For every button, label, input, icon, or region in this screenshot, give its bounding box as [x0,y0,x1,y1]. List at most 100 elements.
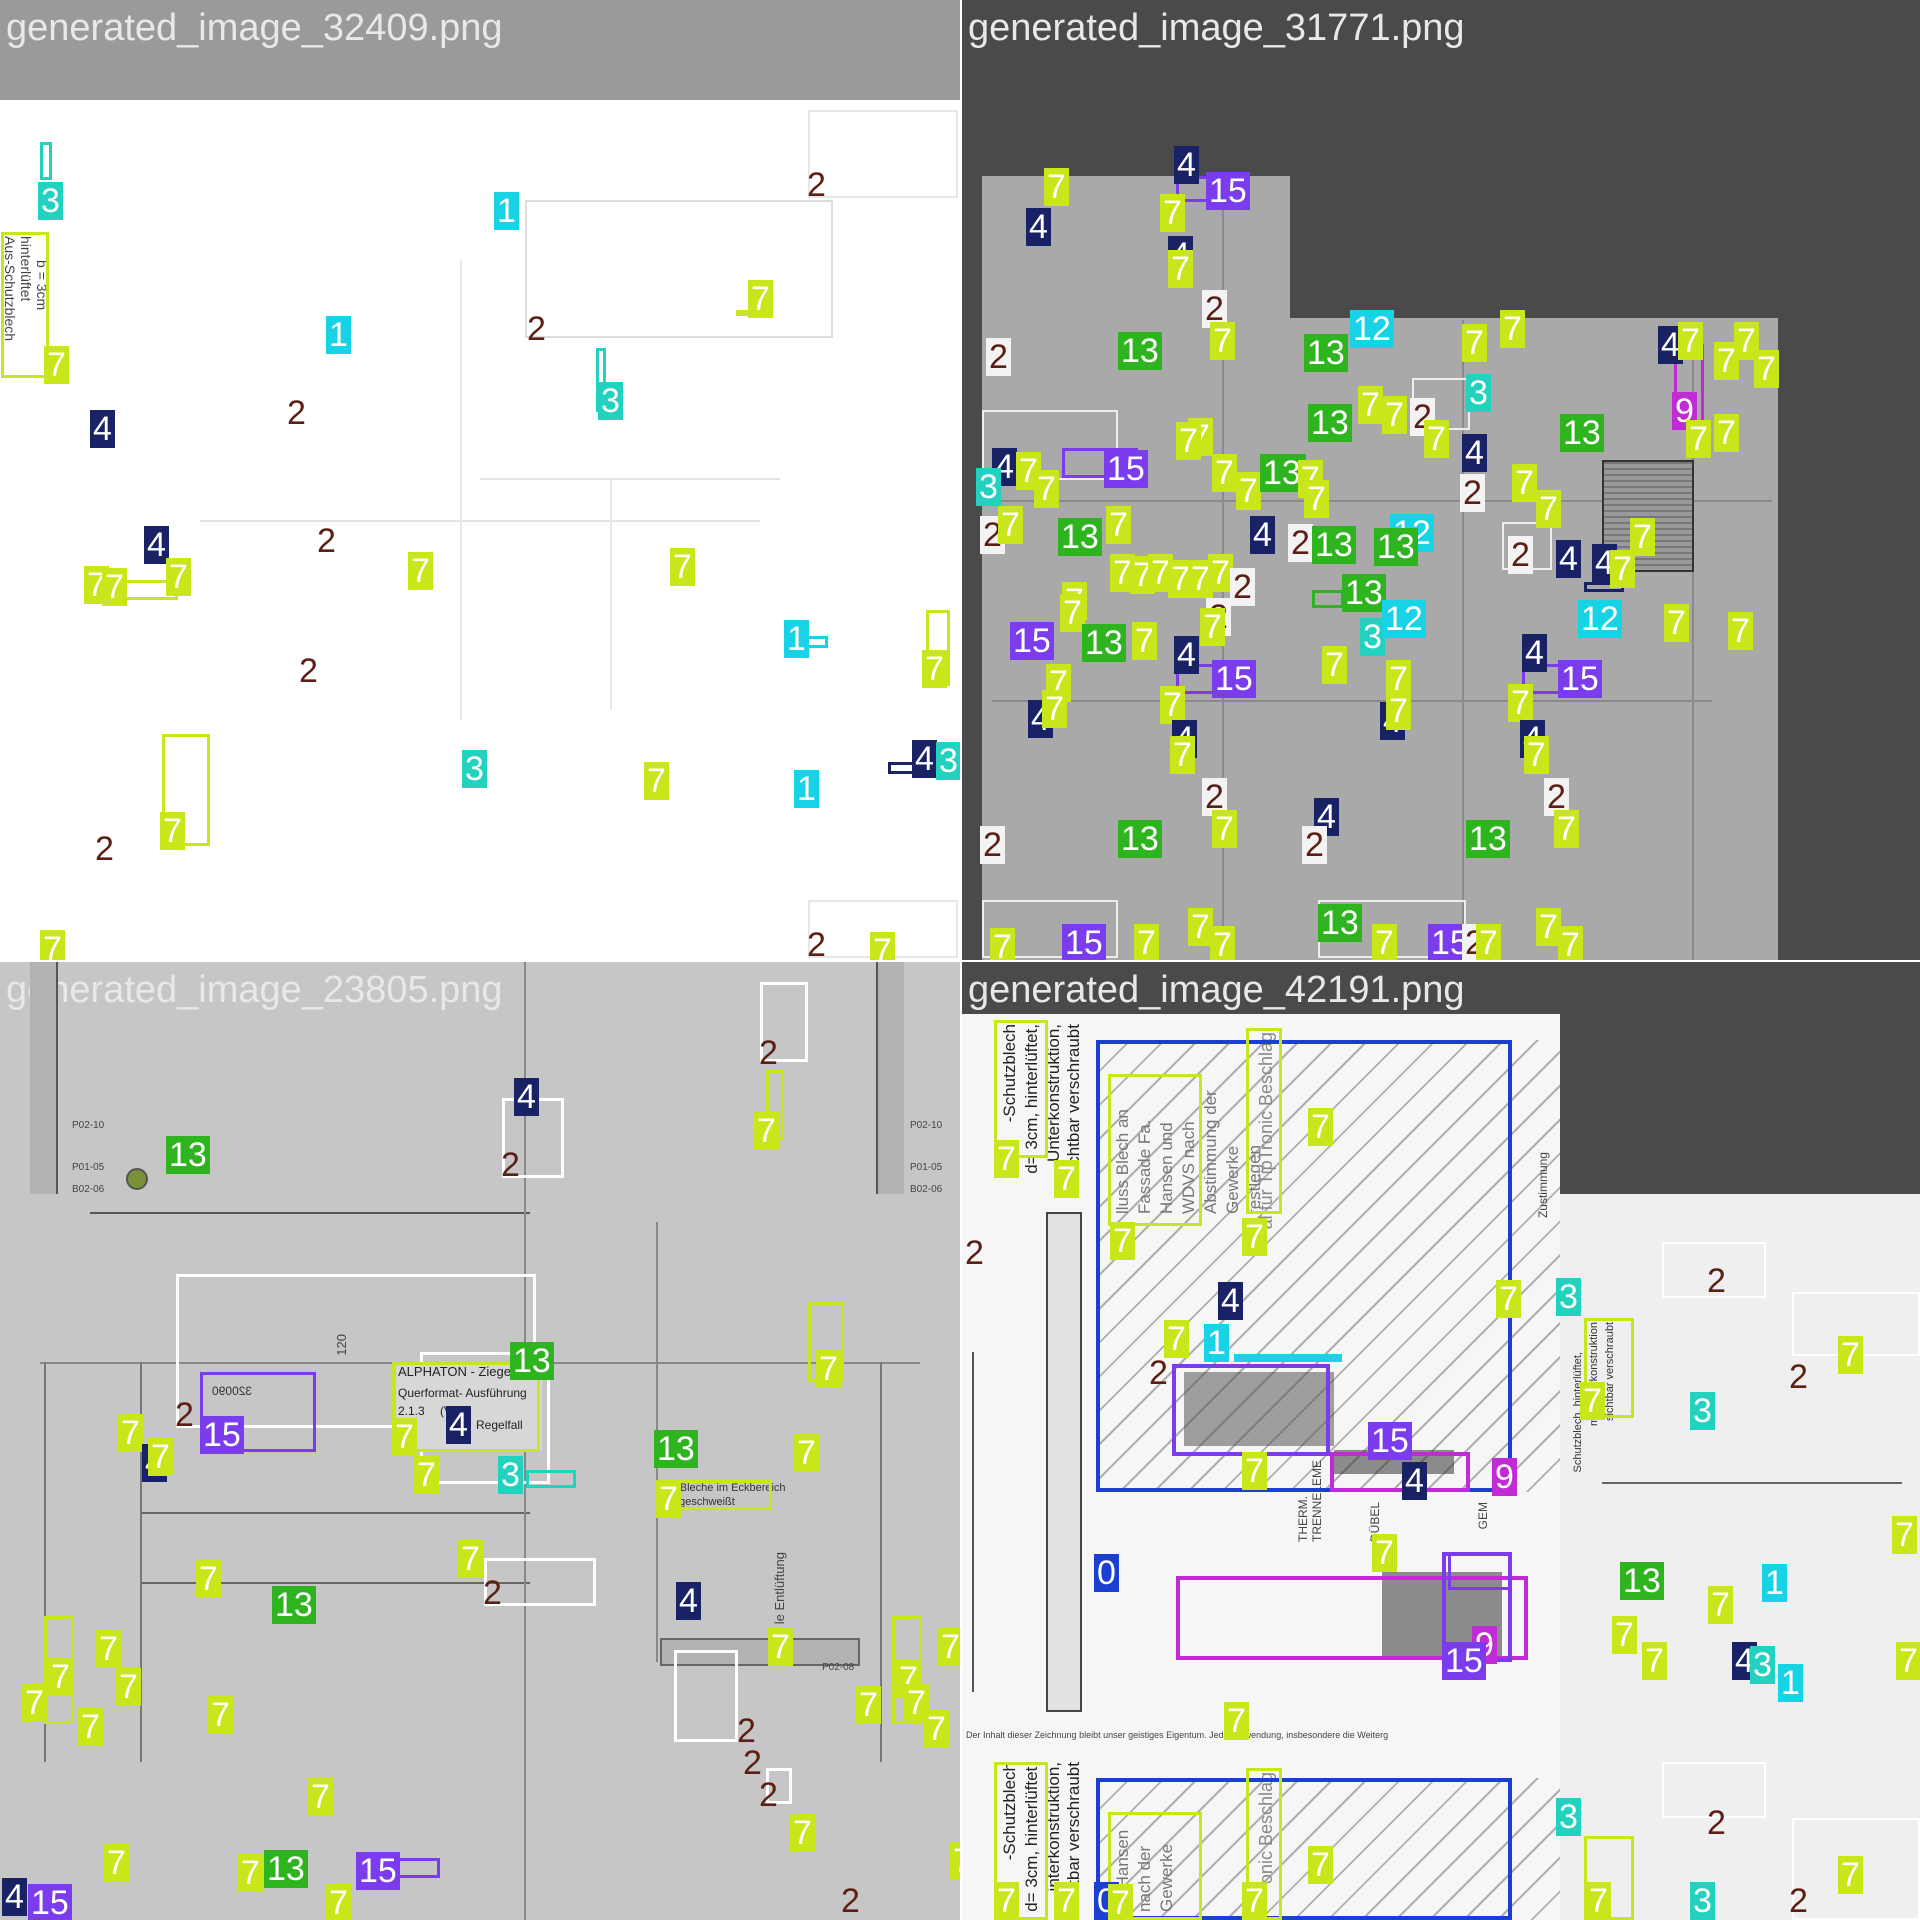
class-label-4[interactable]: 4 [144,526,169,564]
class-label-7[interactable]: 7 [96,1630,121,1668]
class-label-7[interactable]: 7 [1642,1642,1667,1680]
class-label-7[interactable]: 7 [1512,464,1537,502]
class-label-7[interactable]: 7 [1110,554,1135,592]
class-label-7[interactable]: 7 [998,506,1023,544]
class-label-7[interactable]: 7 [990,928,1015,960]
class-label-3[interactable]: 3 [598,382,623,420]
class-label-7[interactable]: 7 [1132,622,1157,660]
class-label-2[interactable]: 2 [1508,536,1533,574]
annotation-box[interactable] [1246,1028,1282,1214]
class-label-7[interactable]: 7 [102,568,127,606]
class-label-1[interactable]: 1 [1778,1664,1803,1702]
class-label-2[interactable]: 2 [1789,1882,1808,1920]
class-label-7[interactable]: 7 [1060,594,1085,632]
class-label-13[interactable]: 13 [1304,334,1348,372]
class-label-7[interactable]: 7 [768,1628,793,1666]
class-label-2[interactable]: 2 [980,826,1005,864]
class-label-7[interactable]: 7 [1160,194,1185,232]
class-label-7[interactable]: 7 [22,1684,47,1722]
annotation-box[interactable] [1584,1318,1634,1418]
class-label-2[interactable]: 2 [1707,1262,1726,1300]
annotation-box[interactable] [526,1470,576,1488]
class-label-2[interactable]: 2 [841,1882,860,1920]
class-label-7[interactable]: 7 [118,1414,143,1452]
class-label-7[interactable]: 7 [644,762,669,800]
class-label-1[interactable]: 1 [326,316,351,354]
class-label-13[interactable]: 13 [510,1342,554,1380]
class-label-7[interactable]: 7 [1708,1586,1733,1624]
annotation-box[interactable] [1448,1552,1512,1590]
class-label-7[interactable]: 7 [1210,322,1235,360]
class-label-1[interactable]: 1 [494,192,519,230]
class-label-7[interactable]: 7 [994,1882,1019,1920]
class-label-7[interactable]: 7 [160,812,185,850]
class-label-7[interactable]: 7 [794,1434,819,1472]
class-label-3[interactable]: 3 [38,182,63,220]
class-label-7[interactable]: 7 [1754,350,1779,388]
class-label-7[interactable]: 7 [656,1480,681,1518]
class-label-2[interactable]: 2 [743,1744,762,1782]
class-label-7[interactable]: 7 [1170,736,1195,774]
class-label-7[interactable]: 7 [1372,1534,1397,1572]
class-label-7[interactable]: 7 [1242,1882,1267,1920]
annotation-box[interactable] [1172,1364,1330,1456]
annotation-box[interactable] [162,734,210,846]
class-label-4[interactable]: 4 [1462,434,1487,472]
class-label-15[interactable]: 15 [1558,660,1602,698]
class-label-7[interactable]: 7 [1508,684,1533,722]
class-label-7[interactable]: 7 [116,1668,141,1706]
class-label-13[interactable]: 13 [1342,574,1386,612]
class-label-7[interactable]: 7 [1524,736,1549,774]
class-label-0[interactable]: 0 [1094,1554,1119,1592]
class-label-7[interactable]: 7 [392,1418,417,1456]
class-label-3[interactable]: 3 [462,750,487,788]
class-label-13[interactable]: 13 [1082,624,1126,662]
annotation-box[interactable] [1096,1778,1512,1920]
class-label-13[interactable]: 13 [1374,528,1418,566]
class-label-3[interactable]: 3 [976,468,1001,506]
class-label-13[interactable]: 13 [1118,332,1162,370]
class-label-3[interactable]: 3 [1556,1798,1581,1836]
class-label-7[interactable]: 7 [950,1842,960,1880]
class-label-7[interactable]: 7 [670,548,695,586]
class-label-2[interactable]: 2 [95,830,114,868]
class-label-2[interactable]: 2 [175,1396,194,1434]
class-label-7[interactable]: 7 [1042,690,1067,728]
class-label-4[interactable]: 4 [912,740,937,778]
class-label-7[interactable]: 7 [308,1778,333,1816]
class-label-7[interactable]: 7 [1358,386,1383,424]
class-label-7[interactable]: 7 [1168,250,1193,288]
class-label-7[interactable]: 7 [1110,1222,1135,1260]
class-label-4[interactable]: 4 [1174,636,1199,674]
class-label-9[interactable]: 9 [1492,1458,1517,1496]
class-label-13[interactable]: 13 [1308,404,1352,442]
class-label-7[interactable]: 7 [1382,396,1407,434]
class-label-7[interactable]: 7 [994,1140,1019,1178]
class-label-7[interactable]: 7 [748,280,773,318]
class-label-2[interactable]: 2 [1460,474,1485,512]
class-label-7[interactable]: 7 [1558,926,1583,960]
class-label-7[interactable]: 7 [790,1814,815,1852]
class-label-7[interactable]: 7 [1630,518,1655,556]
class-label-13[interactable]: 13 [1560,414,1604,452]
annotation-box[interactable] [1,232,49,378]
class-label-7[interactable]: 7 [938,1628,960,1666]
class-label-15[interactable]: 15 [200,1416,244,1454]
class-label-13[interactable]: 13 [1620,1562,1664,1600]
class-label-13[interactable]: 13 [166,1136,210,1174]
class-label-4[interactable]: 4 [676,1582,701,1620]
class-label-3[interactable]: 3 [1360,618,1385,656]
class-label-7[interactable]: 7 [1612,1616,1637,1654]
class-label-7[interactable]: 7 [1476,924,1501,960]
class-label-2[interactable]: 2 [986,338,1011,376]
class-label-3[interactable]: 3 [1690,1882,1715,1920]
class-label-4[interactable]: 4 [1522,634,1547,672]
class-label-12[interactable]: 12 [1350,310,1394,348]
class-label-3[interactable]: 3 [1690,1392,1715,1430]
class-label-7[interactable]: 7 [754,1112,779,1150]
class-label-7[interactable]: 7 [1200,608,1225,646]
class-label-7[interactable]: 7 [1664,604,1689,642]
class-label-7[interactable]: 7 [78,1708,103,1746]
class-label-4[interactable]: 4 [1026,208,1051,246]
class-label-4[interactable]: 4 [1556,540,1581,578]
